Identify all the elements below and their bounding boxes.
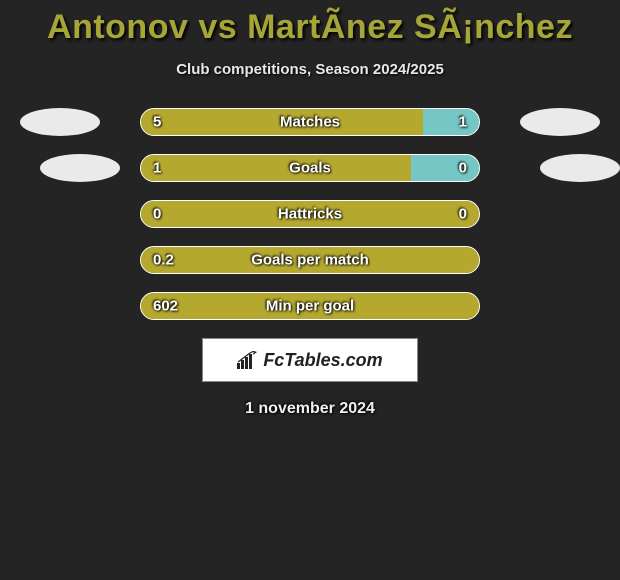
value-right: 0	[459, 206, 467, 223]
value-right: 0	[459, 160, 467, 177]
bar-track: 5 Matches 1	[140, 108, 480, 136]
stat-label: Matches	[141, 114, 479, 131]
logo-text: FcTables.com	[263, 350, 382, 371]
stat-row-hattricks: 0 Hattricks 0	[0, 200, 620, 228]
page-title: Antonov vs MartÃ­nez SÃ¡nchez	[0, 0, 620, 47]
bar-track: 1 Goals 0	[140, 154, 480, 182]
chart-bars-icon	[237, 351, 259, 369]
stat-row-min-per-goal: 602 Min per goal	[0, 292, 620, 320]
comparison-infographic: Antonov vs MartÃ­nez SÃ¡nchez Club compe…	[0, 0, 620, 418]
stat-row-matches: 5 Matches 1	[0, 108, 620, 136]
logo-box: FcTables.com	[202, 338, 418, 382]
stat-label: Hattricks	[141, 206, 479, 223]
stat-row-goals-per-match: 0.2 Goals per match	[0, 246, 620, 274]
subtitle: Club competitions, Season 2024/2025	[0, 61, 620, 78]
chart-area: 5 Matches 1 1 Goals 0	[0, 108, 620, 320]
bar-track: 0 Hattricks 0	[140, 200, 480, 228]
bar-track: 602 Min per goal	[140, 292, 480, 320]
bar-track: 0.2 Goals per match	[140, 246, 480, 274]
stat-label: Goals	[141, 160, 479, 177]
date-text: 1 november 2024	[0, 400, 620, 418]
player-left-photo	[20, 108, 100, 136]
player-right-photo	[540, 154, 620, 182]
player-right-photo	[520, 108, 600, 136]
stat-row-goals: 1 Goals 0	[0, 154, 620, 182]
stat-label: Goals per match	[141, 252, 479, 269]
stat-label: Min per goal	[141, 298, 479, 315]
value-right: 1	[459, 114, 467, 131]
